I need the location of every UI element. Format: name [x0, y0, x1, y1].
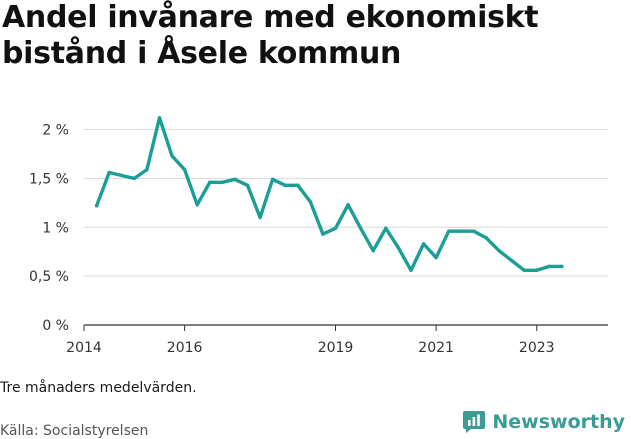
- newsworthy-logo-icon: [462, 410, 486, 434]
- data-point: [120, 174, 123, 177]
- data-point: [208, 181, 211, 184]
- data-point: [233, 178, 236, 181]
- data-point: [271, 178, 274, 181]
- data-point: [560, 265, 563, 268]
- y-tick-label: 2 %: [42, 123, 69, 139]
- x-tick-label: 2023: [519, 340, 555, 356]
- data-point: [95, 204, 98, 207]
- data-point: [535, 269, 538, 272]
- brand-name: Newsworthy: [492, 411, 625, 433]
- grid: [84, 130, 608, 277]
- data-point: [397, 246, 400, 249]
- axes: 0 % 0,5 % 1 % 1,5 % 2 % 2014 2016 2019 2021 2023: [29, 123, 608, 356]
- series: [95, 116, 564, 272]
- data-point: [195, 203, 198, 206]
- data-point: [447, 229, 450, 232]
- data-point: [183, 168, 186, 171]
- data-point: [510, 259, 513, 262]
- x-tick-label: 2014: [66, 340, 102, 356]
- y-tick-label: 0,5 %: [29, 269, 69, 285]
- data-point: [548, 265, 551, 268]
- data-point: [497, 249, 500, 252]
- x-tick-label: 2021: [418, 340, 454, 356]
- data-point: [409, 269, 412, 272]
- data-point: [246, 184, 249, 187]
- data-point: [472, 229, 475, 232]
- data-point: [460, 229, 463, 232]
- data-point: [170, 154, 173, 157]
- data-point: [296, 184, 299, 187]
- source-text: Källa: Socialstyrelsen: [0, 423, 148, 439]
- data-point: [258, 216, 261, 219]
- data-point: [284, 184, 287, 187]
- data-point: [346, 203, 349, 206]
- data-point: [309, 200, 312, 203]
- data-point: [384, 227, 387, 230]
- data-point: [321, 232, 324, 235]
- data-point: [372, 249, 375, 252]
- x-tick-label: 2019: [318, 340, 354, 356]
- data-point: [107, 171, 110, 174]
- data-point: [145, 168, 148, 171]
- brand-logo[interactable]: Newsworthy: [462, 410, 625, 434]
- data-point: [221, 181, 224, 184]
- y-tick-label: 0 %: [42, 318, 69, 334]
- x-tick-label: 2016: [167, 340, 203, 356]
- series-line: [97, 118, 562, 270]
- data-point: [434, 256, 437, 259]
- data-point: [359, 227, 362, 230]
- y-tick-label: 1,5 %: [29, 171, 69, 187]
- data-point: [133, 177, 136, 180]
- data-point: [158, 116, 161, 119]
- data-point: [422, 242, 425, 245]
- data-point: [485, 236, 488, 239]
- chart-note: Tre månaders medelvärden.: [0, 380, 197, 396]
- y-tick-label: 1 %: [42, 220, 69, 236]
- line-chart: 0 % 0,5 % 1 % 1,5 % 2 % 2014 2016 2019 2021 2023: [0, 0, 631, 370]
- data-point: [522, 269, 525, 272]
- data-point: [334, 227, 337, 230]
